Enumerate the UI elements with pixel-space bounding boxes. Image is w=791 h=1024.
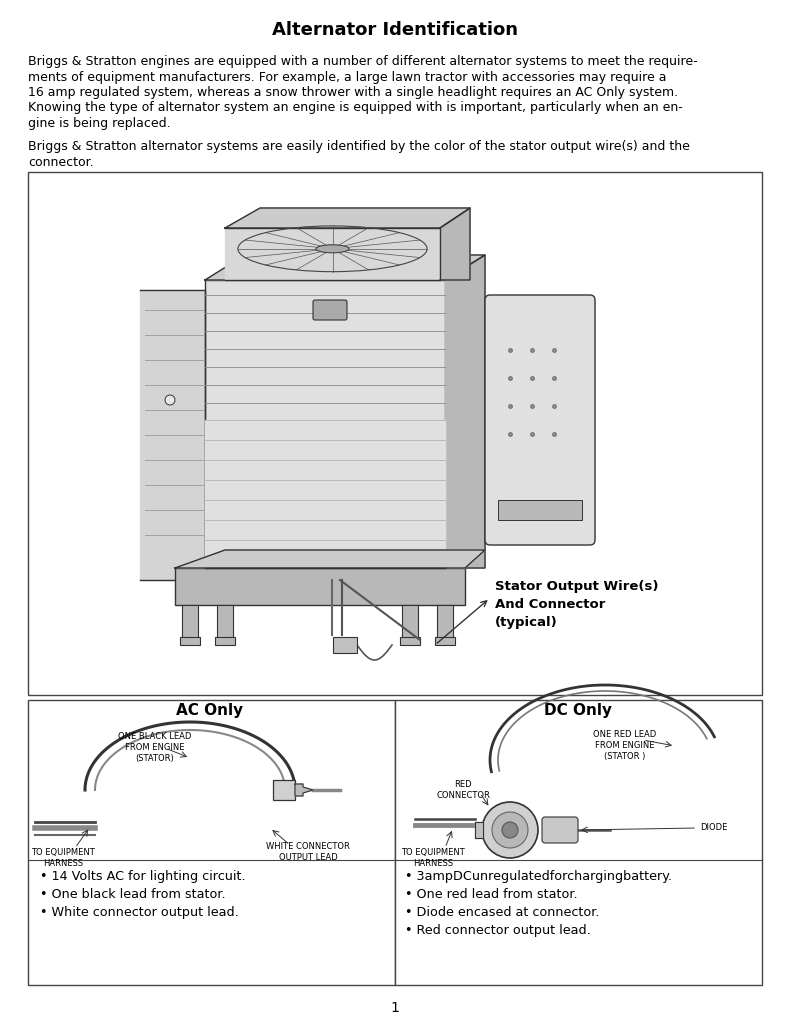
Polygon shape [140, 290, 205, 580]
Bar [217, 605, 233, 640]
Bar [400, 637, 420, 645]
Text: Briggs & Stratton alternator systems are easily identified by the color of the s: Briggs & Stratton alternator systems are… [28, 140, 690, 153]
Bar [215, 637, 235, 645]
Polygon shape [205, 255, 485, 280]
Bar [435, 637, 455, 645]
Bar [180, 637, 200, 645]
Text: WHITE CONNECTOR
OUTPUT LEAD: WHITE CONNECTOR OUTPUT LEAD [266, 842, 350, 862]
Text: Stator Output Wire(s)
And Connector
(typical): Stator Output Wire(s) And Connector (typ… [495, 580, 658, 629]
Text: TO EQUIPMENT
HARNESS: TO EQUIPMENT HARNESS [401, 848, 465, 868]
Circle shape [165, 395, 175, 406]
Text: DIODE: DIODE [700, 823, 728, 833]
Bar [28, 172, 762, 695]
Text: ments of equipment manufacturers. For example, a large lawn tractor with accesso: ments of equipment manufacturers. For ex… [28, 71, 667, 84]
Bar [175, 568, 465, 605]
Circle shape [492, 812, 528, 848]
Bar [402, 605, 418, 640]
FancyBboxPatch shape [542, 817, 578, 843]
Polygon shape [225, 208, 470, 228]
Text: TO EQUIPMENT
HARNESS: TO EQUIPMENT HARNESS [31, 848, 95, 868]
Circle shape [482, 802, 538, 858]
Text: • 3ampDCunregulatedforchargingbattery.: • 3ampDCunregulatedforchargingbattery. [405, 870, 672, 883]
Bar [182, 605, 198, 640]
Text: connector.: connector. [28, 156, 93, 169]
Text: Briggs & Stratton engines are equipped with a number of different alternator sys: Briggs & Stratton engines are equipped w… [28, 55, 698, 68]
Text: 16 amp regulated system, whereas a snow thrower with a single headlight requires: 16 amp regulated system, whereas a snow … [28, 86, 678, 99]
FancyBboxPatch shape [313, 300, 347, 319]
Polygon shape [445, 255, 485, 568]
Polygon shape [205, 420, 445, 568]
Text: Knowing the type of alternator system an engine is equipped with is important, p: Knowing the type of alternator system an… [28, 101, 683, 115]
Polygon shape [440, 208, 470, 280]
Text: Alternator Identification: Alternator Identification [272, 22, 518, 39]
Text: 1: 1 [391, 1001, 399, 1015]
Text: • Diode encased at connector.: • Diode encased at connector. [405, 906, 600, 919]
FancyBboxPatch shape [485, 295, 595, 545]
Text: • White connector output lead.: • White connector output lead. [40, 906, 239, 919]
Text: • One black lead from stator.: • One black lead from stator. [40, 888, 225, 901]
Text: AC Only: AC Only [176, 702, 244, 718]
FancyBboxPatch shape [205, 280, 455, 568]
Bar [28, 700, 395, 985]
Bar [437, 605, 453, 640]
Text: ONE BLACK LEAD
FROM ENGINE
(STATOR): ONE BLACK LEAD FROM ENGINE (STATOR) [119, 732, 191, 763]
Polygon shape [225, 228, 440, 280]
Ellipse shape [316, 245, 349, 253]
FancyBboxPatch shape [333, 637, 357, 653]
Text: ONE RED LEAD
FROM ENGINE
(STATOR ): ONE RED LEAD FROM ENGINE (STATOR ) [593, 730, 657, 761]
Text: • 14 Volts AC for lighting circuit.: • 14 Volts AC for lighting circuit. [40, 870, 246, 883]
Text: gine is being replaced.: gine is being replaced. [28, 117, 171, 130]
Circle shape [502, 822, 518, 838]
Text: • One red lead from stator.: • One red lead from stator. [405, 888, 577, 901]
Polygon shape [295, 784, 313, 796]
Bar [395, 700, 762, 985]
Polygon shape [175, 550, 485, 568]
Polygon shape [475, 822, 483, 838]
Text: RED
CONNECTOR: RED CONNECTOR [436, 780, 490, 800]
Text: DC Only: DC Only [544, 702, 612, 718]
FancyBboxPatch shape [273, 780, 295, 800]
Text: • Red connector output lead.: • Red connector output lead. [405, 924, 591, 937]
Bar [498, 500, 582, 520]
